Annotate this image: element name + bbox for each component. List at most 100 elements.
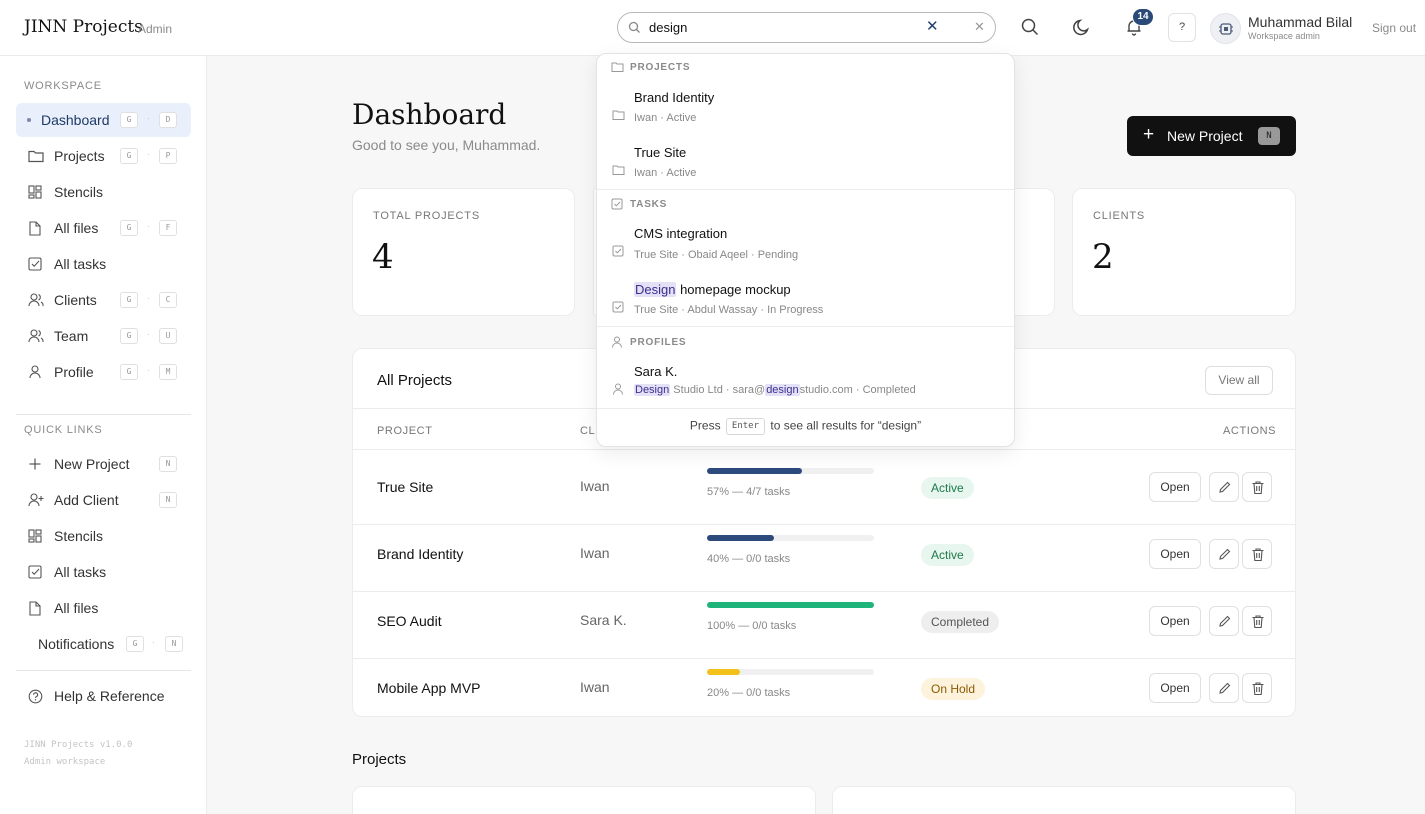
quick-link-label: All files: [54, 600, 99, 616]
clear-search-icon[interactable]: ✕: [926, 18, 939, 35]
project-card[interactable]: [832, 786, 1296, 814]
open-button[interactable]: Open: [1149, 606, 1201, 636]
project-name[interactable]: True Site: [377, 479, 434, 495]
search-result-profile[interactable]: Sara K. Design Studio Ltd · sara@designs…: [597, 364, 1014, 418]
view-all-button[interactable]: View all: [1205, 366, 1273, 395]
shortcut-key: M: [159, 364, 177, 380]
shortcut-key: G: [126, 636, 144, 652]
group-title: TASKS: [630, 199, 668, 210]
project-card[interactable]: [352, 786, 816, 814]
divider: [353, 524, 1295, 525]
table-row: Mobile App MVP Iwan 20% — 0/0 tasks On H…: [353, 658, 1295, 725]
checkbox-icon: [28, 257, 42, 271]
workspace-section-title: WORKSPACE: [24, 80, 102, 92]
column-header-client: CLI: [580, 425, 599, 437]
shortcut-key: G: [120, 148, 138, 164]
quick-link-new-project[interactable]: New Project N: [16, 447, 191, 481]
new-project-button[interactable]: + New Project N: [1127, 116, 1296, 156]
result-meta: Iwan · Active: [634, 112, 697, 124]
new-project-label: New Project: [1167, 128, 1243, 144]
project-name[interactable]: SEO Audit: [377, 613, 442, 629]
column-header-project: PROJECT: [377, 425, 433, 437]
edit-button[interactable]: [1209, 673, 1239, 703]
search-result-project[interactable]: True Site Iwan · Active: [597, 145, 1014, 199]
status-badge: Active: [921, 477, 974, 499]
edit-button[interactable]: [1209, 606, 1239, 636]
shortcut-key: G: [120, 364, 138, 380]
sidebar-item-team[interactable]: Team G · U: [16, 319, 191, 353]
shortcut-separator: ·: [147, 114, 150, 123]
quick-link-all-tasks[interactable]: All tasks: [16, 555, 191, 589]
checkbox-icon: [28, 565, 42, 579]
users-icon: [28, 293, 44, 307]
progress-fill: [707, 602, 874, 608]
sidebar-item-label: Clients: [54, 292, 97, 308]
edit-button[interactable]: [1209, 472, 1239, 502]
shortcut-separator: ·: [147, 330, 150, 339]
delete-button[interactable]: [1242, 673, 1272, 703]
sidebar-item-stencils[interactable]: Stencils: [16, 175, 191, 209]
progress-bar: [707, 468, 874, 474]
search-result-task[interactable]: CMS integration True Site · Obaid Aqeel …: [597, 226, 1014, 280]
close-search-icon[interactable]: ✕: [974, 19, 985, 34]
shortcut-key: F: [159, 220, 177, 236]
shortcut-key: G: [120, 292, 138, 308]
moon-icon[interactable]: [1073, 18, 1091, 36]
project-client: Iwan: [580, 679, 610, 695]
search-result-task[interactable]: Design homepage mockup True Site · Abdul…: [597, 282, 1014, 336]
shortcut-key: N: [165, 636, 183, 652]
divider: [353, 591, 1295, 592]
match-highlight: Design: [634, 282, 677, 297]
sign-out-link[interactable]: Sign out: [1372, 21, 1417, 35]
checkbox-icon: [612, 245, 624, 257]
sidebar-item-dashboard[interactable]: Dashboard G · D: [16, 103, 191, 137]
delete-button[interactable]: [1242, 539, 1272, 569]
stat-card-total-projects: TOTAL PROJECTS 4: [352, 188, 575, 316]
sidebar-item-clients[interactable]: Clients G · C: [16, 283, 191, 317]
search-result-project[interactable]: Brand Identity Iwan · Active: [597, 90, 1014, 144]
quick-link-stencils[interactable]: Stencils: [16, 519, 191, 553]
project-client: Iwan: [580, 545, 610, 561]
search-box[interactable]: ✕ ✕: [617, 12, 996, 43]
avatar[interactable]: [1210, 13, 1241, 44]
delete-button[interactable]: [1242, 606, 1272, 636]
delete-button[interactable]: [1242, 472, 1272, 502]
search-icon[interactable]: [1021, 18, 1039, 36]
sidebar-item-all-files[interactable]: All files G · F: [16, 211, 191, 245]
sidebar-help-link[interactable]: Help & Reference: [16, 679, 191, 713]
sidebar-item-label: All files: [54, 220, 99, 236]
shortcut-separator: ·: [152, 638, 155, 647]
user-icon: [612, 383, 624, 395]
sidebar-item-label: Projects: [54, 148, 105, 164]
sidebar-item-profile[interactable]: Profile G · M: [16, 355, 191, 389]
folder-icon: [612, 164, 625, 176]
quick-link-all-files[interactable]: All files: [16, 591, 191, 625]
folder-icon: [612, 109, 625, 121]
help-button[interactable]: ?: [1168, 13, 1196, 42]
stat-label: CLIENTS: [1093, 210, 1146, 222]
brand-logo[interactable]: JINN Projects: [24, 17, 143, 37]
file-icon: [28, 221, 42, 236]
quick-link-notifications[interactable]: Notifications G · N: [16, 627, 191, 661]
open-button[interactable]: Open: [1149, 539, 1201, 569]
sidebar-item-all-tasks[interactable]: All tasks: [16, 247, 191, 281]
shortcut-key: N: [1258, 127, 1280, 145]
sidebar-item-projects[interactable]: Projects G · P: [16, 139, 191, 173]
sidebar-divider: [16, 414, 191, 415]
project-name[interactable]: Brand Identity: [377, 546, 464, 562]
progress-text: 20% — 0/0 tasks: [707, 687, 791, 699]
quick-link-label: Stencils: [54, 528, 104, 544]
edit-button[interactable]: [1209, 539, 1239, 569]
page-title: Dashboard: [352, 98, 507, 131]
status-badge: Active: [921, 544, 974, 566]
open-button[interactable]: Open: [1149, 472, 1201, 502]
quick-link-add-client[interactable]: Add Client N: [16, 483, 191, 517]
quick-links-title: QUICK LINKS: [24, 424, 103, 436]
open-button[interactable]: Open: [1149, 673, 1201, 703]
project-name[interactable]: Mobile App MVP: [377, 680, 481, 696]
shortcut-key: N: [159, 456, 177, 472]
progress-text: 57% — 4/7 tasks: [707, 486, 791, 498]
search-input[interactable]: [649, 18, 919, 36]
users-icon: [28, 329, 44, 343]
stat-card-partial: [593, 188, 596, 316]
